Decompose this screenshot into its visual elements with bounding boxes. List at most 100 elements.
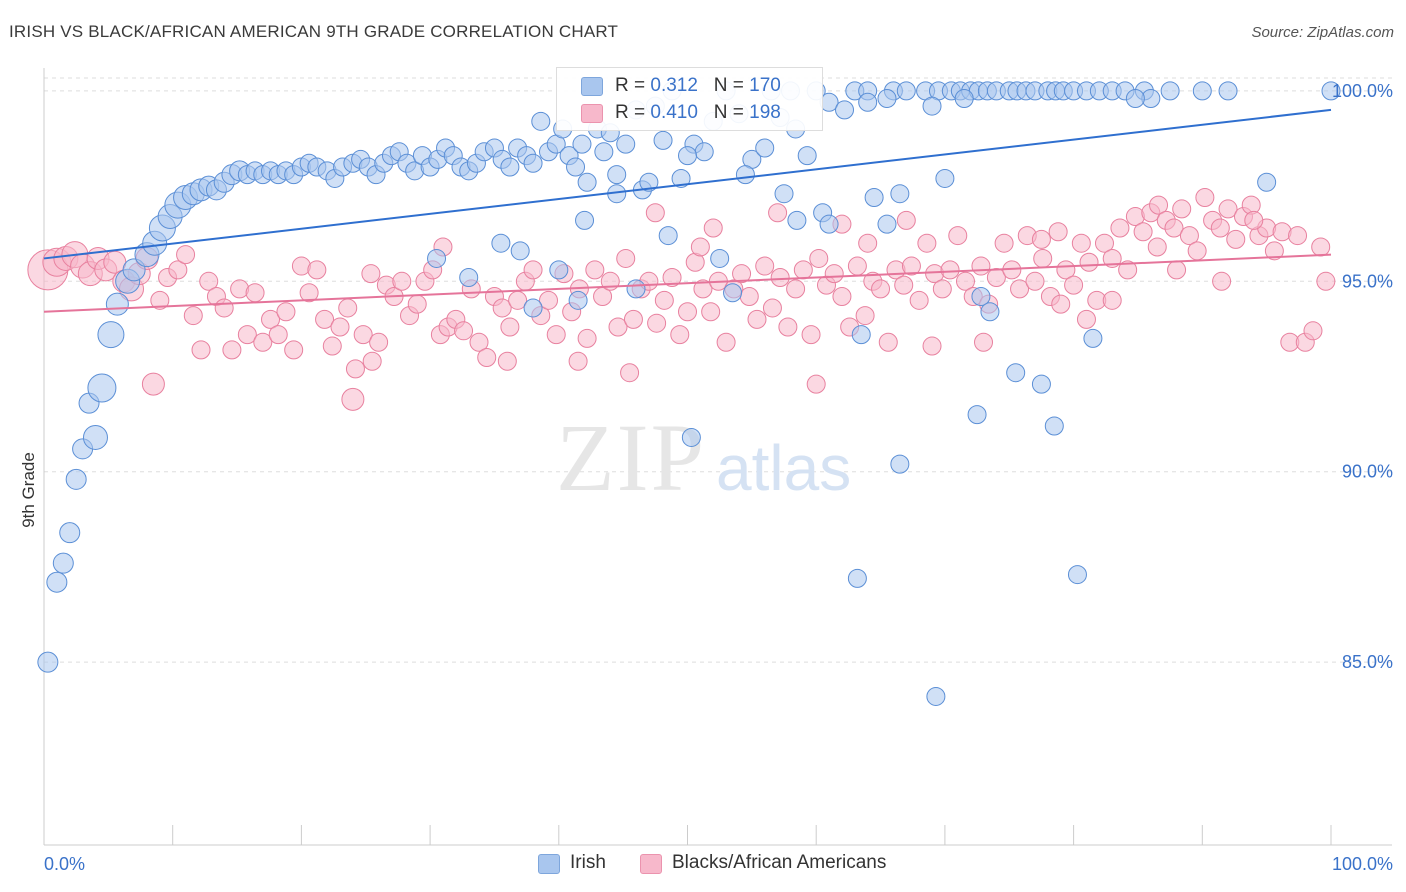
x-tick-label: 100.0% (1332, 854, 1393, 874)
irish-point (105, 292, 129, 316)
blacks-point (392, 271, 412, 291)
blacks-point (693, 279, 713, 299)
blacks-point (268, 325, 288, 345)
irish-point (922, 96, 942, 116)
blacks-point (338, 298, 358, 318)
legend-row-blacks: R = 0.410 N = 198 (557, 101, 822, 127)
blacks-point (568, 351, 588, 371)
blacks-point (917, 233, 937, 253)
blacks-point (1048, 222, 1068, 242)
irish-point (896, 81, 916, 101)
watermark: ZIP atlas (556, 404, 851, 511)
irish-point (607, 165, 627, 185)
legend-r-label: R = (615, 102, 651, 123)
irish-point (864, 188, 884, 207)
blacks-point (1149, 195, 1169, 215)
legend-row-irish: R = 0.312 N = 170 (557, 74, 822, 100)
y-tick-label: 95.0% (1342, 271, 1393, 291)
legend-swatch-blacks (640, 854, 662, 874)
blacks-point (1094, 233, 1114, 253)
blacks-point (806, 374, 826, 394)
blacks-point (1316, 271, 1336, 291)
irish-point (678, 146, 697, 166)
blacks-point (237, 325, 257, 345)
legend-swatch-irish (581, 77, 603, 96)
blacks-point (454, 321, 474, 341)
legend-n-label: N = (713, 102, 750, 123)
blacks-point (616, 248, 636, 268)
blacks-point (932, 279, 952, 299)
blacks-point (1102, 290, 1122, 310)
blacks-point (546, 325, 566, 345)
legend-r-label: R = (615, 75, 651, 96)
irish-point (523, 298, 543, 318)
irish-point (1160, 81, 1180, 101)
irish-point (82, 424, 108, 450)
irish-point (890, 454, 910, 474)
blacks-point (620, 363, 640, 383)
y-tick-label: 85.0% (1342, 652, 1393, 672)
blacks-point (176, 245, 196, 265)
irish-point (935, 168, 955, 188)
irish-point (723, 283, 743, 303)
y-axis-label: 9th Grade (19, 452, 38, 528)
legend-n-value-irish: 170 (749, 75, 781, 96)
irish-point (427, 248, 447, 268)
legend-n-label: N = (713, 75, 750, 96)
irish-point (653, 130, 673, 150)
blacks-point (1118, 260, 1138, 280)
blacks-point (948, 226, 968, 246)
blacks-point (253, 332, 273, 352)
irish-point (858, 92, 878, 112)
blacks-point (770, 267, 790, 287)
blacks-point (974, 332, 994, 352)
blacks-point (407, 294, 427, 314)
blacks-point (678, 302, 697, 322)
series-blacks-points (27, 188, 1336, 411)
irish-point (926, 686, 946, 706)
irish-point (531, 111, 551, 131)
blacks-point (1147, 237, 1167, 257)
blacks-point (894, 275, 914, 295)
legend-swatch-irish (538, 854, 560, 874)
blacks-point (878, 332, 898, 352)
irish-point (954, 88, 974, 108)
irish-point (890, 184, 910, 204)
blacks-point (647, 313, 667, 333)
blacks-point (858, 233, 878, 253)
blacks-point (345, 359, 365, 379)
blacks-point (539, 290, 559, 310)
blacks-point (1079, 252, 1099, 272)
blacks-point (299, 283, 319, 303)
irish-point (549, 260, 569, 280)
irish-point (1067, 565, 1087, 585)
trend-lines (43, 108, 1332, 313)
irish-trend-line (43, 108, 1332, 260)
blacks-point (315, 309, 335, 329)
blacks-point (1010, 279, 1030, 299)
blacks-point (492, 298, 512, 318)
legend-label-blacks: Blacks/African Americans (672, 852, 887, 873)
irish-point (710, 248, 730, 268)
blacks-point (701, 302, 721, 322)
irish-point (616, 134, 636, 154)
irish-point (877, 88, 897, 108)
irish-point (491, 233, 511, 253)
blacks-point (703, 218, 723, 238)
blacks-point (855, 306, 875, 326)
irish-point (658, 226, 678, 246)
blacks-point (1179, 226, 1199, 246)
blacks-point (1226, 229, 1246, 249)
blacks-point (871, 279, 891, 299)
tick-labels: 85.0% 90.0% 95.0% 100.0% 0.0% 100.0% (44, 81, 1393, 874)
blacks-point (1187, 241, 1207, 261)
blacks-trend-line (43, 253, 1332, 313)
blacks-point (1051, 294, 1071, 314)
blacks-point (645, 203, 665, 223)
blacks-point (183, 306, 203, 326)
blacks-point (824, 264, 844, 284)
blacks-point (747, 309, 767, 329)
blacks-point (1164, 218, 1184, 238)
chart-title: IRISH VS BLACK/AFRICAN AMERICAN 9TH GRAD… (9, 22, 619, 41)
